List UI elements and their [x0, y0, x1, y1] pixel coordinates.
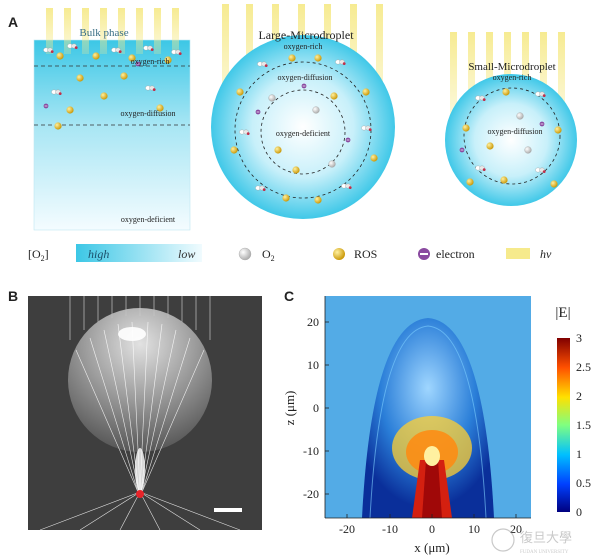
legend-row: [O2] high low O2 ROS electron hv: [28, 244, 552, 263]
large-zone-deficient: oxygen-deficient: [276, 129, 331, 138]
small-zone-diffusion: oxygen-diffusion: [488, 127, 543, 136]
legend-o2-gradient: [76, 244, 202, 262]
svg-text:-20: -20: [303, 487, 319, 501]
svg-text:0: 0: [429, 522, 435, 536]
svg-text:20: 20: [510, 522, 522, 536]
bulk-zone-diffusion: oxygen-diffusion: [121, 109, 176, 118]
y-tick-labels: 20 10 0 -10 -20: [303, 315, 319, 501]
svg-text:0: 0: [313, 401, 319, 415]
svg-text:復旦大學: 復旦大學: [520, 530, 572, 545]
panel-a-letter: A: [8, 14, 19, 30]
fudan-watermark: 復旦大學 FUDAN UNIVERSITY: [491, 528, 572, 555]
legend-light-icon: [506, 248, 530, 259]
scale-bar: [214, 508, 242, 512]
y-axis-label: z (μm): [282, 391, 297, 426]
panel-b-micrograph: [28, 296, 262, 531]
x-axis-label: x (μm): [414, 540, 450, 555]
legend-o2-label: O2: [262, 247, 275, 263]
svg-text:0: 0: [576, 505, 582, 519]
bulk-light-beams: [46, 8, 179, 54]
bulk-phase-box: [33, 39, 191, 231]
svg-text:1.5: 1.5: [576, 418, 591, 432]
large-zone-rich: oxygen-rich: [284, 42, 323, 51]
x-tick-labels: -20 -10 0 10 20: [339, 522, 522, 536]
colorbar: [557, 338, 570, 512]
legend-electron: electron: [436, 247, 475, 261]
svg-text:0.5: 0.5: [576, 476, 591, 490]
panel-b-letter: B: [8, 288, 19, 304]
panel-c-axes: [324, 296, 531, 519]
legend-low: low: [178, 247, 195, 261]
bulk-title: Bulk phase: [79, 27, 128, 39]
colorbar-label: |E|: [555, 305, 570, 321]
panel-c-letter: C: [284, 288, 295, 304]
svg-text:1: 1: [576, 447, 582, 461]
small-light-beams: [450, 32, 565, 124]
bulk-zone-rich: oxygen-rich: [131, 57, 170, 66]
small-title: Small-Microdroplet: [468, 61, 555, 73]
legend-hv: hv: [540, 247, 552, 261]
svg-text:2.5: 2.5: [576, 360, 591, 374]
legend-o2-icon: [238, 247, 252, 261]
svg-text:2: 2: [576, 389, 582, 403]
svg-text:FUDAN UNIVERSITY: FUDAN UNIVERSITY: [520, 550, 569, 555]
large-zone-diffusion: oxygen-diffusion: [278, 73, 333, 82]
svg-text:3: 3: [576, 331, 582, 345]
legend-high: high: [88, 247, 109, 261]
svg-text:-10: -10: [382, 522, 398, 536]
svg-text:10: 10: [307, 358, 319, 372]
large-title: Large-Microdroplet: [258, 28, 354, 42]
legend-o2-bracket: [O2]: [28, 247, 49, 263]
legend-ros-icon: [333, 248, 345, 260]
small-zone-rich: oxygen-rich: [493, 73, 532, 82]
svg-text:20: 20: [307, 315, 319, 329]
legend-ros: ROS: [354, 247, 377, 261]
svg-text:-10: -10: [303, 444, 319, 458]
bulk-zone-deficient: oxygen-deficient: [121, 215, 176, 224]
svg-text:-20: -20: [339, 522, 355, 536]
svg-text:10: 10: [468, 522, 480, 536]
small-microdroplet: [445, 74, 577, 206]
colorbar-ticks: 3 2.5 2 1.5 1 0.5 0: [576, 331, 591, 519]
panel-c-field-map: [325, 296, 531, 519]
